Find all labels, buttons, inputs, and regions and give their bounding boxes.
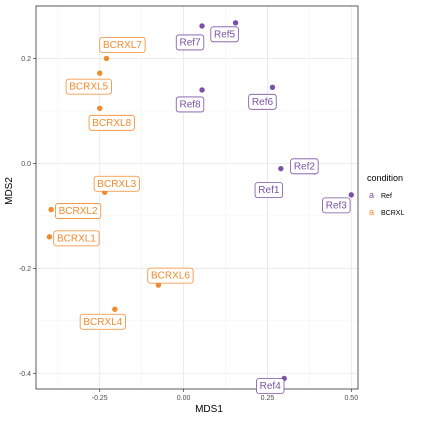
point-label-box — [79, 313, 126, 330]
point-label: BCRXL4 — [79, 313, 126, 330]
data-point — [199, 23, 205, 29]
point-label: Ref7 — [175, 34, 205, 51]
data-point — [155, 282, 162, 288]
point-label-box — [175, 34, 205, 51]
point-label-text: BCRXL4 — [83, 317, 122, 328]
data-point — [46, 234, 53, 240]
point-label: Ref5 — [210, 26, 239, 43]
point-label-box — [322, 197, 351, 214]
point-label-text: BCRXL7 — [103, 40, 142, 51]
point-label: BCRXL8 — [88, 114, 135, 131]
point-label-text: Ref5 — [214, 29, 236, 40]
point-label-text: BCRXL2 — [59, 206, 98, 217]
data-point — [103, 55, 110, 62]
grid-lines — [36, 5, 358, 389]
point-label: Ref2 — [290, 158, 319, 175]
point-label-text: BCRXL1 — [57, 233, 96, 244]
point-label-box — [93, 175, 140, 192]
point-label: Ref1 — [254, 182, 284, 199]
point-label-text: Ref1 — [258, 185, 280, 196]
data-point — [269, 84, 276, 91]
legend-label: Ref — [381, 193, 392, 200]
point-label: BCRXL6 — [147, 267, 194, 284]
point-label: Ref6 — [248, 93, 277, 110]
point-label-text: Ref4 — [260, 381, 282, 392]
legend-key: a — [369, 190, 374, 200]
point-label-text: BCRXL8 — [92, 118, 131, 129]
legend-title: condition — [367, 173, 403, 183]
point-label: Ref8 — [175, 96, 205, 113]
point-label-box — [147, 267, 194, 284]
point-label-text: BCRXL5 — [69, 82, 108, 93]
point-label-text: Ref6 — [252, 97, 274, 108]
y-tick-label: -0.4 — [19, 371, 31, 378]
data-point — [232, 20, 239, 26]
data-point — [97, 70, 103, 76]
point-label-text: Ref8 — [179, 99, 201, 110]
data-point — [199, 87, 205, 93]
data-point — [48, 206, 54, 213]
point-label-box — [210, 26, 239, 43]
data-point — [278, 165, 284, 172]
point-label: BCRXL7 — [99, 37, 146, 53]
y-tick-label: 0.2 — [21, 56, 31, 63]
point-label-text: Ref3 — [326, 200, 348, 211]
legend-label: BCRXL — [381, 210, 404, 217]
data-point — [97, 105, 103, 112]
x-tick-label: 0.50 — [344, 395, 358, 402]
point-label-box — [248, 93, 277, 110]
point-label-box — [55, 203, 102, 219]
point-label: Ref3 — [322, 197, 351, 214]
point-label-text: Ref2 — [294, 161, 316, 172]
y-axis-title: MDS2 — [4, 177, 15, 205]
data-point — [348, 192, 354, 198]
point-label-text: BCRXL6 — [151, 271, 190, 282]
point-label: BCRXL3 — [93, 175, 140, 192]
point-label-box — [65, 78, 112, 95]
point-label: Ref4 — [256, 378, 285, 394]
x-tick-label: -0.25 — [92, 395, 108, 402]
point-label-text: BCRXL3 — [97, 179, 136, 190]
point-label-box — [53, 230, 100, 247]
x-tick-label: 0.25 — [261, 395, 275, 402]
x-tick-label: 0.00 — [177, 395, 191, 402]
legend-key: a — [369, 207, 374, 217]
point-label-text: Ref7 — [179, 37, 201, 48]
point-label-box — [256, 378, 285, 394]
point-label: BCRXL1 — [53, 230, 100, 247]
point-label-box — [99, 37, 146, 53]
x-axis-title: MDS1 — [195, 404, 223, 415]
point-label-box — [175, 96, 205, 113]
y-tick-label: -0.2 — [19, 266, 31, 273]
data-point — [112, 306, 118, 312]
point-label-box — [290, 158, 319, 175]
point-label: BCRXL5 — [65, 78, 112, 95]
point-label-box — [254, 182, 284, 199]
point-labels: Ref7 Ref5 Ref8 Ref6 Ref2 Ref1 Ref3 Ref4 BCRXL7 BC… — [53, 26, 351, 394]
point-label: BCRXL2 — [55, 203, 102, 219]
panel-border — [35, 5, 359, 390]
point-label-box — [88, 114, 135, 131]
y-tick-label: 0.0 — [21, 161, 31, 168]
axis-ticks: -0.25 0.00 0.25 0.50 -0.4 -0.2 0.0 0.2 — [19, 56, 358, 402]
